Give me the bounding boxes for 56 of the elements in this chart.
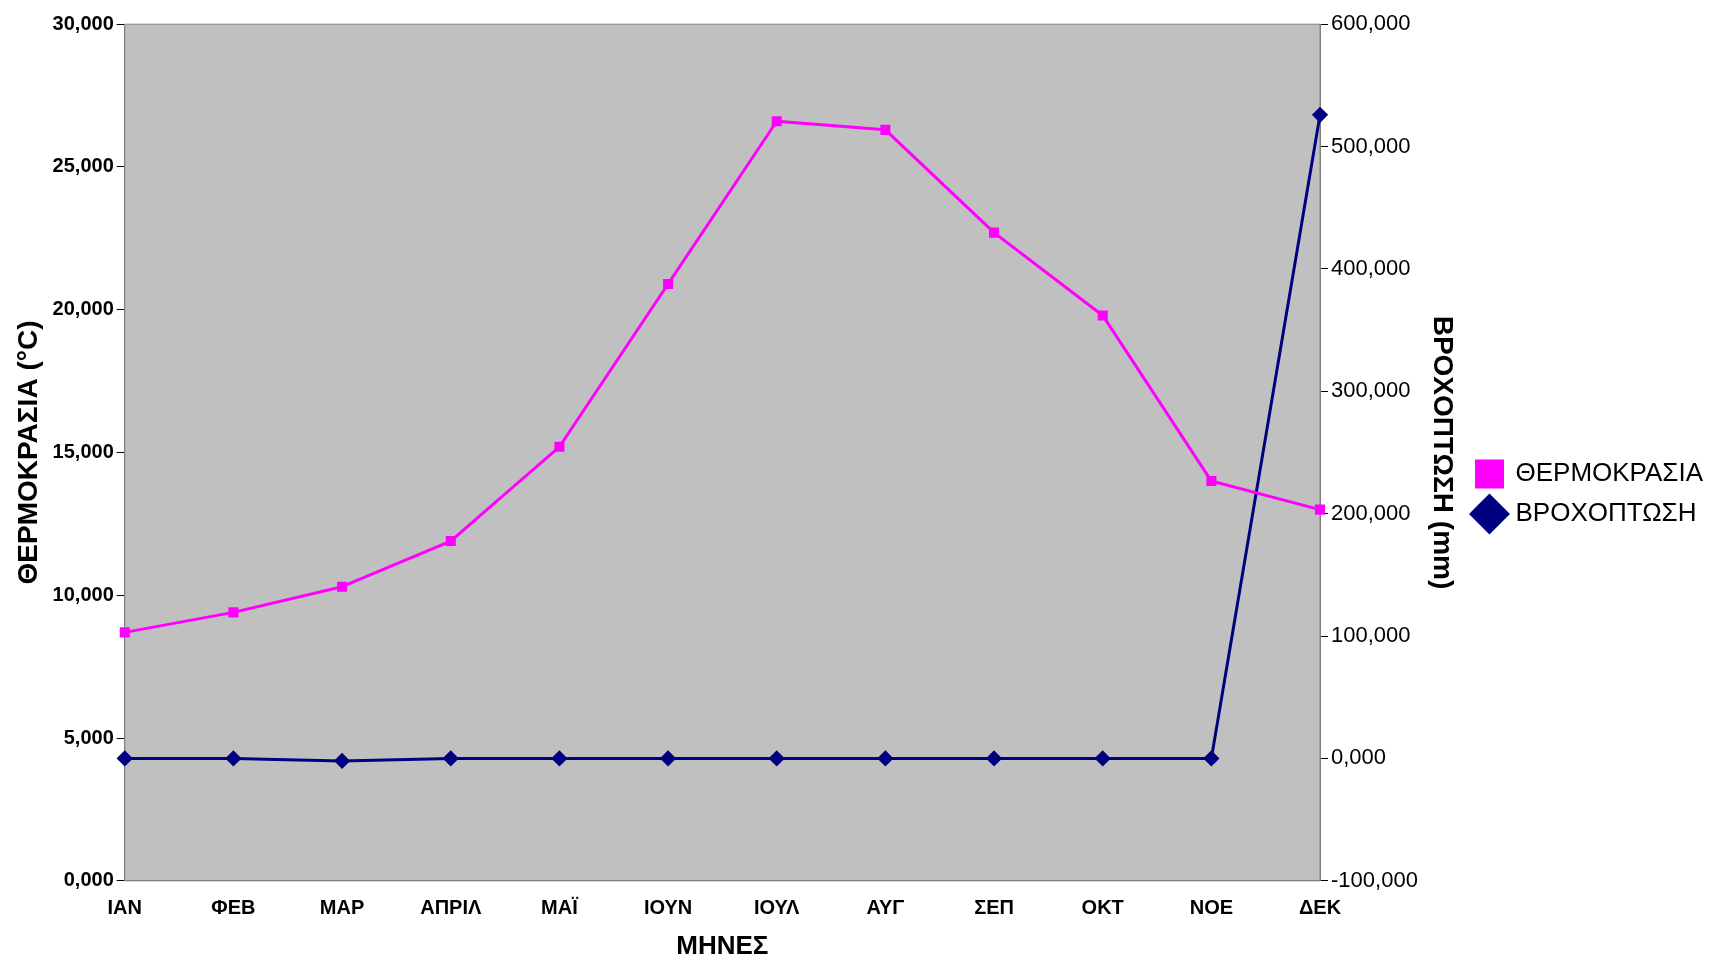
y-tick-label: 30,000	[52, 11, 114, 34]
point	[119, 627, 130, 638]
x-tick-label: ΝΟΕ	[1189, 896, 1234, 919]
legend-label: ΘΕΡΜΟΚΡΑΣΙΑ	[1515, 457, 1704, 488]
x-tick-label: ΟΚΤ	[1081, 896, 1124, 919]
point	[880, 124, 891, 135]
y2-tick-label: 100,000	[1331, 622, 1411, 648]
point	[554, 441, 565, 452]
point	[225, 750, 241, 766]
y-tick-label: 0,000	[63, 868, 114, 891]
y-tick-label: 5,000	[63, 725, 114, 748]
x-tick-label: ΣΕΠ	[974, 896, 1014, 919]
point	[1095, 750, 1111, 766]
point	[660, 750, 676, 766]
point	[551, 750, 567, 766]
y2-tick-label: 200,000	[1331, 499, 1411, 525]
y-tick-label: 20,000	[52, 297, 114, 320]
y-tick-label: 25,000	[52, 154, 114, 177]
y2-tick-label: -100,000	[1331, 866, 1418, 892]
x-tick-label: ΙΑΝ	[107, 896, 142, 919]
x-tick-label: ΑΠΡΙΛ	[420, 896, 482, 919]
point	[877, 750, 893, 766]
y-axis-title: ΘΕΡΜΟΚΡΑΣΙΑ (°C)	[11, 320, 43, 585]
point	[771, 116, 782, 127]
point	[334, 753, 350, 769]
x-tick-label: ΦΕΒ	[211, 896, 256, 919]
y-tick-label: 10,000	[52, 582, 114, 605]
point	[443, 750, 459, 766]
x-tick-label: ΙΟΥΝ	[643, 896, 693, 919]
legend-label: ΒΡΟΧΟΠΤΩΣΗ	[1515, 497, 1697, 528]
point	[228, 607, 239, 618]
x-axis-title: ΜΗΝΕΣ	[676, 929, 769, 960]
y2-axis-title: ΒΡΟΧΟΠΤΩΣΗ (mm)	[1427, 315, 1459, 590]
point	[1312, 107, 1328, 123]
y2-tick-label: 400,000	[1331, 255, 1411, 281]
point	[117, 750, 133, 766]
point	[986, 750, 1002, 766]
point	[1314, 504, 1326, 515]
x-tick-label: ΜΑΡ	[319, 896, 365, 919]
y2-tick-label: 300,000	[1331, 377, 1411, 403]
point	[1206, 476, 1217, 487]
x-tick-label: ΔΕΚ	[1298, 896, 1342, 919]
x-tick-label: ΑΥΓ	[866, 896, 905, 919]
point	[1097, 310, 1108, 321]
point	[1203, 750, 1219, 766]
y2-tick-label: 500,000	[1331, 132, 1411, 158]
y2-tick-label: 600,000	[1331, 10, 1411, 36]
y-tick-label: 15,000	[52, 440, 114, 463]
y2-tick-label: 0,000	[1331, 744, 1387, 770]
point	[769, 750, 785, 766]
point	[337, 581, 348, 592]
point	[663, 279, 674, 290]
x-tick-label: ΜΑΪ	[541, 896, 579, 919]
point	[445, 535, 456, 547]
point	[989, 227, 1000, 238]
x-tick-label: ΙΟΥΛ	[754, 896, 801, 919]
